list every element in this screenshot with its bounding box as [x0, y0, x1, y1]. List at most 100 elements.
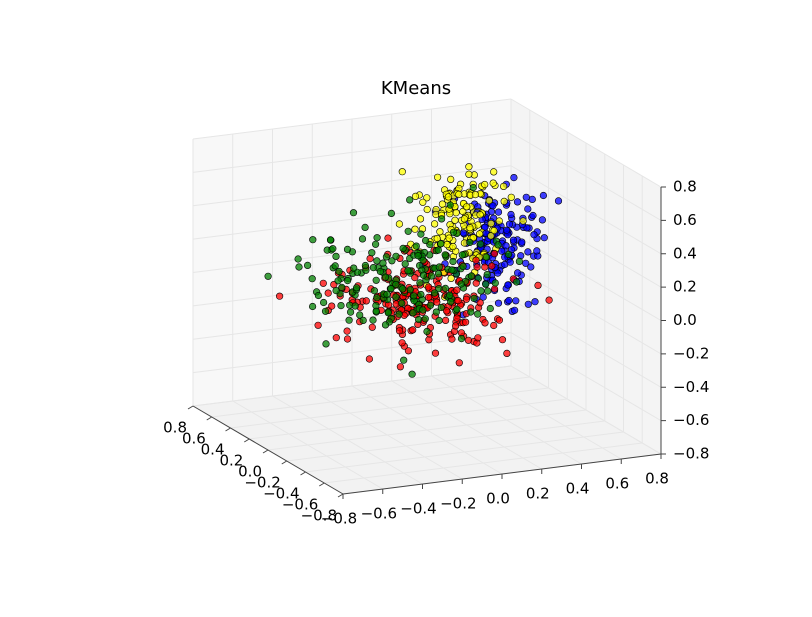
data-point	[276, 292, 284, 300]
x-tick-label: −0.8	[321, 510, 357, 528]
data-point	[505, 296, 513, 305]
data-point	[406, 196, 414, 204]
y-tick-mark	[243, 438, 250, 443]
data-point	[472, 256, 480, 264]
data-point	[344, 277, 352, 285]
data-point	[507, 193, 515, 201]
data-point	[485, 197, 493, 205]
data-point	[373, 257, 381, 265]
data-point	[404, 267, 412, 275]
data-point	[382, 253, 391, 261]
data-point	[399, 244, 407, 252]
data-point	[399, 285, 407, 293]
data-point	[392, 252, 400, 260]
y-tick-mark	[337, 493, 344, 498]
data-point	[507, 210, 515, 219]
data-point	[482, 280, 490, 288]
data-point	[446, 201, 454, 209]
data-point	[453, 286, 461, 294]
x-tick-label: −0.6	[361, 505, 397, 523]
data-point	[462, 295, 471, 303]
data-point	[449, 257, 457, 266]
data-point	[329, 245, 337, 253]
data-point	[379, 259, 387, 267]
z-tick-label: 0.2	[673, 278, 697, 296]
z-tick-label: 0.4	[673, 244, 697, 262]
data-point	[474, 334, 482, 342]
data-point	[427, 272, 436, 280]
data-point	[398, 339, 406, 347]
data-point	[437, 240, 445, 248]
data-point	[422, 236, 430, 245]
data-point	[419, 198, 427, 206]
grid-line	[267, 409, 587, 451]
z-tick-label: −0.2	[673, 344, 709, 362]
data-point	[314, 291, 323, 300]
data-point	[326, 236, 335, 244]
data-point	[529, 211, 537, 220]
data-point	[366, 255, 374, 263]
data-point	[513, 198, 522, 206]
data-point	[435, 263, 443, 271]
data-point	[433, 234, 441, 243]
data-point	[500, 182, 508, 190]
data-point	[482, 253, 491, 261]
data-point	[432, 308, 440, 316]
data-point	[473, 263, 481, 271]
data-point	[487, 208, 496, 216]
grid-line	[192, 131, 512, 173]
data-point	[324, 289, 332, 297]
data-point	[417, 230, 425, 238]
data-point	[347, 308, 355, 316]
data-point	[477, 287, 485, 295]
data-point	[457, 335, 466, 343]
data-point	[538, 216, 547, 224]
data-point	[401, 260, 409, 268]
data-point	[320, 298, 328, 307]
y-tick-label: −0.8	[301, 507, 337, 525]
data-point	[457, 280, 465, 288]
grid-line	[470, 370, 622, 460]
data-point	[343, 245, 352, 253]
grid-line	[230, 387, 549, 429]
data-point	[319, 279, 327, 287]
data-point	[466, 224, 474, 232]
data-point	[332, 252, 340, 260]
data-point	[345, 316, 353, 324]
data-point	[509, 236, 518, 244]
data-point	[460, 215, 469, 223]
data-point	[452, 322, 460, 330]
data-point	[441, 251, 449, 259]
data-point	[465, 163, 473, 171]
tick-labels: −0.8 −0.6 −0.4 −0.2 0.0 0.2 0.4 0.6 0.8−0.8−0.6−…	[163, 178, 709, 528]
data-point	[471, 191, 480, 199]
grid-line	[249, 398, 568, 440]
data-point	[446, 291, 454, 299]
data-point	[423, 205, 431, 214]
data-point	[415, 315, 423, 324]
data-point	[466, 238, 474, 246]
data-point	[476, 299, 484, 307]
data-point	[459, 229, 467, 237]
data-point	[527, 263, 535, 271]
data-point	[513, 269, 522, 277]
data-point	[392, 280, 400, 289]
data-point	[350, 264, 358, 272]
grid-line	[192, 365, 512, 407]
data-point	[494, 241, 502, 249]
data-point	[462, 318, 470, 326]
data-point	[376, 267, 385, 276]
data-point	[444, 193, 453, 201]
data-point	[334, 277, 342, 285]
data-point	[328, 302, 336, 310]
data-point	[425, 336, 433, 344]
data-point	[531, 298, 539, 306]
data-point	[522, 193, 530, 201]
data-point	[465, 170, 473, 178]
data-point	[337, 302, 345, 310]
data-point	[414, 252, 422, 260]
data-point	[435, 316, 443, 325]
data-point	[381, 321, 390, 329]
data-point	[469, 184, 477, 192]
